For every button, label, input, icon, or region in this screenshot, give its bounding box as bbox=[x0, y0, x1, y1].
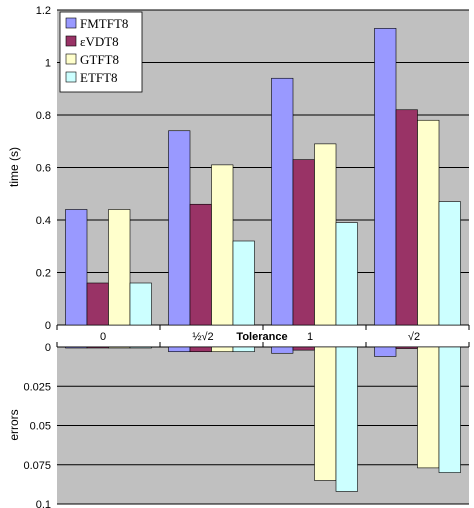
bottom-gridlines bbox=[56, 342, 470, 505]
legend-swatch bbox=[65, 71, 77, 83]
error-bar bbox=[211, 346, 234, 353]
time-bar bbox=[417, 119, 440, 326]
top-y-tick-label: 0.4 bbox=[36, 215, 51, 227]
bottom-y-axis-title: errors bbox=[7, 409, 21, 440]
error-bar bbox=[168, 346, 191, 353]
category-label: 0 bbox=[100, 331, 106, 343]
top-y-tick-label: 0.6 bbox=[36, 163, 51, 175]
top-y-ticks: 0 0.2 0.4 0.6 0.8 1 1.2 bbox=[36, 5, 51, 332]
bottom-y-tick-label: 0.05 bbox=[30, 421, 51, 433]
time-bar bbox=[314, 143, 337, 326]
time-bar bbox=[232, 240, 255, 326]
time-bar bbox=[292, 159, 315, 326]
error-bar bbox=[271, 346, 294, 354]
time-bar bbox=[65, 209, 88, 326]
top-y-axis-title: time (s) bbox=[7, 147, 21, 187]
legend-label: εVDT8 bbox=[80, 34, 119, 49]
category-label: 1 bbox=[307, 331, 313, 343]
top-y-tick-label: 0.2 bbox=[36, 268, 51, 280]
bottom-bars bbox=[65, 346, 461, 492]
error-bar bbox=[374, 346, 397, 357]
top-y-tick-label: 1 bbox=[45, 58, 51, 70]
time-bar bbox=[86, 282, 109, 326]
x-axis-title: Tolerance bbox=[236, 331, 287, 343]
top-y-tick-label: 0.8 bbox=[36, 110, 51, 122]
time-bar bbox=[211, 164, 234, 326]
time-bar bbox=[108, 209, 131, 326]
time-bar bbox=[395, 109, 418, 326]
legend-label: ETFT8 bbox=[80, 70, 118, 85]
legend-swatch bbox=[65, 53, 77, 65]
time-bar bbox=[438, 201, 461, 326]
error-bar bbox=[108, 346, 131, 349]
time-bar bbox=[271, 77, 294, 326]
category-label: √2 bbox=[408, 331, 420, 343]
time-bar bbox=[168, 130, 191, 326]
bottom-y-tick-label: 0.1 bbox=[36, 499, 51, 508]
legend-swatch bbox=[65, 35, 77, 47]
top-bars bbox=[65, 28, 461, 326]
bottom-y-tick-label: 0.025 bbox=[23, 381, 51, 393]
error-bar bbox=[417, 346, 440, 469]
error-bar bbox=[438, 346, 461, 473]
category-label: ½√2 bbox=[192, 331, 213, 343]
bottom-y-ticks: 0 0.025 0.05 0.075 0.1 bbox=[23, 342, 51, 508]
error-bar bbox=[292, 346, 315, 351]
time-bar bbox=[189, 203, 212, 326]
bottom-y-tick-label: 0.075 bbox=[23, 460, 51, 472]
top-y-tick-label: 1.2 bbox=[36, 5, 51, 17]
legend-label: GTFT8 bbox=[80, 52, 119, 67]
top-y-tick-label: 0 bbox=[45, 320, 51, 332]
legend-swatch bbox=[65, 17, 77, 29]
bottom-y-tick-label: 0 bbox=[45, 342, 51, 354]
time-bar bbox=[374, 28, 397, 326]
error-bar bbox=[314, 346, 337, 481]
error-bar bbox=[335, 346, 358, 492]
legend-label: FMTFT8 bbox=[80, 16, 128, 31]
error-bar bbox=[129, 346, 152, 349]
time-bar bbox=[335, 222, 358, 326]
error-bar bbox=[232, 346, 255, 353]
error-bar bbox=[189, 346, 212, 353]
error-bar bbox=[86, 346, 109, 349]
category-labels: 0 ½√2 1 √2 bbox=[100, 331, 420, 343]
error-bar bbox=[65, 346, 88, 349]
time-bar bbox=[129, 282, 152, 326]
legend: FMTFT8 εVDT8 GTFT8 ETFT8 bbox=[59, 11, 143, 93]
error-bar bbox=[395, 346, 418, 349]
